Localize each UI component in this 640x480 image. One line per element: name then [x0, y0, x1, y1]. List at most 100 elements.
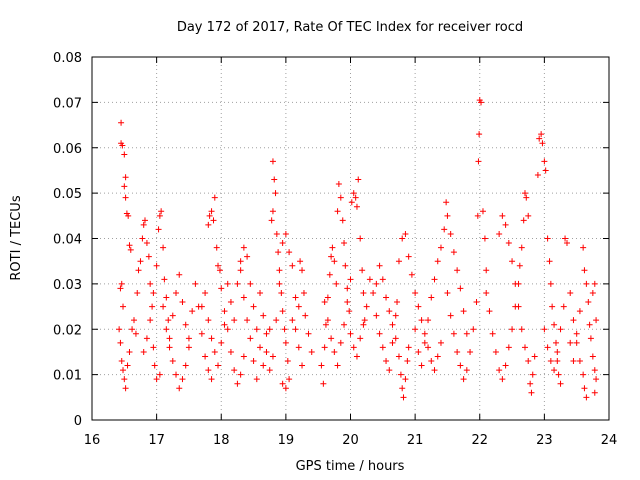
data-point	[434, 258, 441, 265]
grid-layer	[92, 57, 609, 420]
data-point	[576, 308, 583, 315]
data-point	[134, 289, 141, 296]
data-point	[360, 321, 367, 328]
data-point	[120, 367, 127, 374]
data-point	[231, 367, 238, 374]
data-point	[206, 212, 213, 219]
data-point	[437, 339, 444, 346]
data-point	[360, 289, 367, 296]
data-point	[208, 376, 215, 383]
data-point	[137, 258, 144, 265]
data-point	[418, 362, 425, 369]
data-point	[161, 276, 168, 283]
data-point	[593, 376, 600, 383]
data-point	[399, 385, 406, 392]
data-point	[348, 199, 355, 206]
data-point	[276, 267, 283, 274]
data-point	[275, 249, 282, 256]
data-point	[282, 339, 289, 346]
data-point	[399, 235, 406, 242]
data-point	[505, 344, 512, 351]
data-point	[163, 294, 170, 301]
data-point	[205, 367, 212, 374]
data-point	[218, 339, 225, 346]
data-point	[591, 280, 598, 287]
data-point	[156, 371, 163, 378]
data-point	[350, 344, 357, 351]
points-layer	[116, 97, 600, 401]
data-point	[496, 367, 503, 374]
data-point	[122, 385, 129, 392]
data-point	[486, 308, 493, 315]
data-point	[269, 208, 276, 215]
x-tick-label: 22	[471, 433, 488, 448]
data-point	[247, 335, 254, 342]
data-point	[234, 280, 241, 287]
data-point	[260, 362, 267, 369]
data-point	[447, 230, 454, 237]
data-point	[295, 303, 302, 310]
data-point	[518, 244, 525, 251]
data-point	[302, 312, 309, 319]
y-tick-label: 0.06	[53, 142, 82, 157]
data-point	[297, 258, 304, 265]
data-point	[269, 353, 276, 360]
data-point	[237, 267, 244, 274]
data-point	[589, 353, 596, 360]
data-point	[483, 289, 490, 296]
data-point	[118, 119, 125, 126]
data-point	[395, 353, 402, 360]
x-tick-label: 16	[84, 433, 101, 448]
data-point	[512, 280, 519, 287]
x-tick-label: 20	[342, 433, 359, 448]
x-tick-labels: 16 17 18 19 20 21 22 23 24	[84, 433, 618, 448]
data-point	[273, 317, 280, 324]
data-point	[268, 217, 275, 224]
data-point	[541, 326, 548, 333]
data-point	[192, 280, 199, 287]
data-point	[295, 344, 302, 351]
data-point	[210, 217, 217, 224]
data-point	[383, 358, 390, 365]
data-point	[211, 348, 218, 355]
x-tick-label: 21	[407, 433, 424, 448]
ticks-layer	[91, 56, 610, 421]
data-point	[163, 326, 170, 333]
y-tick-labels: 0 0.01 0.02 0.03 0.04 0.05 0.06 0.07 0.08	[53, 51, 82, 429]
data-point	[583, 394, 590, 401]
data-point	[182, 362, 189, 369]
y-tick-label: 0.08	[53, 51, 82, 66]
data-point	[544, 235, 551, 242]
data-point	[155, 226, 162, 233]
y-tick-label: 0	[74, 414, 82, 429]
x-tick-label: 19	[278, 433, 295, 448]
data-point	[505, 240, 512, 247]
data-point	[525, 212, 532, 219]
data-point	[132, 330, 139, 337]
data-point	[425, 344, 432, 351]
data-point	[383, 294, 390, 301]
data-point	[173, 289, 180, 296]
data-point	[509, 258, 516, 265]
data-point	[234, 380, 241, 387]
data-point	[499, 376, 506, 383]
data-point	[357, 335, 364, 342]
data-point	[135, 267, 142, 274]
data-point	[554, 358, 561, 365]
data-point	[457, 362, 464, 369]
data-point	[431, 276, 438, 283]
data-point	[326, 271, 333, 278]
data-point	[412, 289, 419, 296]
data-point	[573, 339, 580, 346]
data-point	[185, 335, 192, 342]
data-point	[502, 221, 509, 228]
data-point	[394, 299, 401, 306]
data-point	[496, 230, 503, 237]
data-point	[224, 326, 231, 333]
data-point	[580, 371, 587, 378]
data-point	[536, 135, 543, 142]
data-point	[218, 285, 225, 292]
data-point	[379, 344, 386, 351]
data-point	[202, 353, 209, 360]
data-point	[421, 330, 428, 337]
